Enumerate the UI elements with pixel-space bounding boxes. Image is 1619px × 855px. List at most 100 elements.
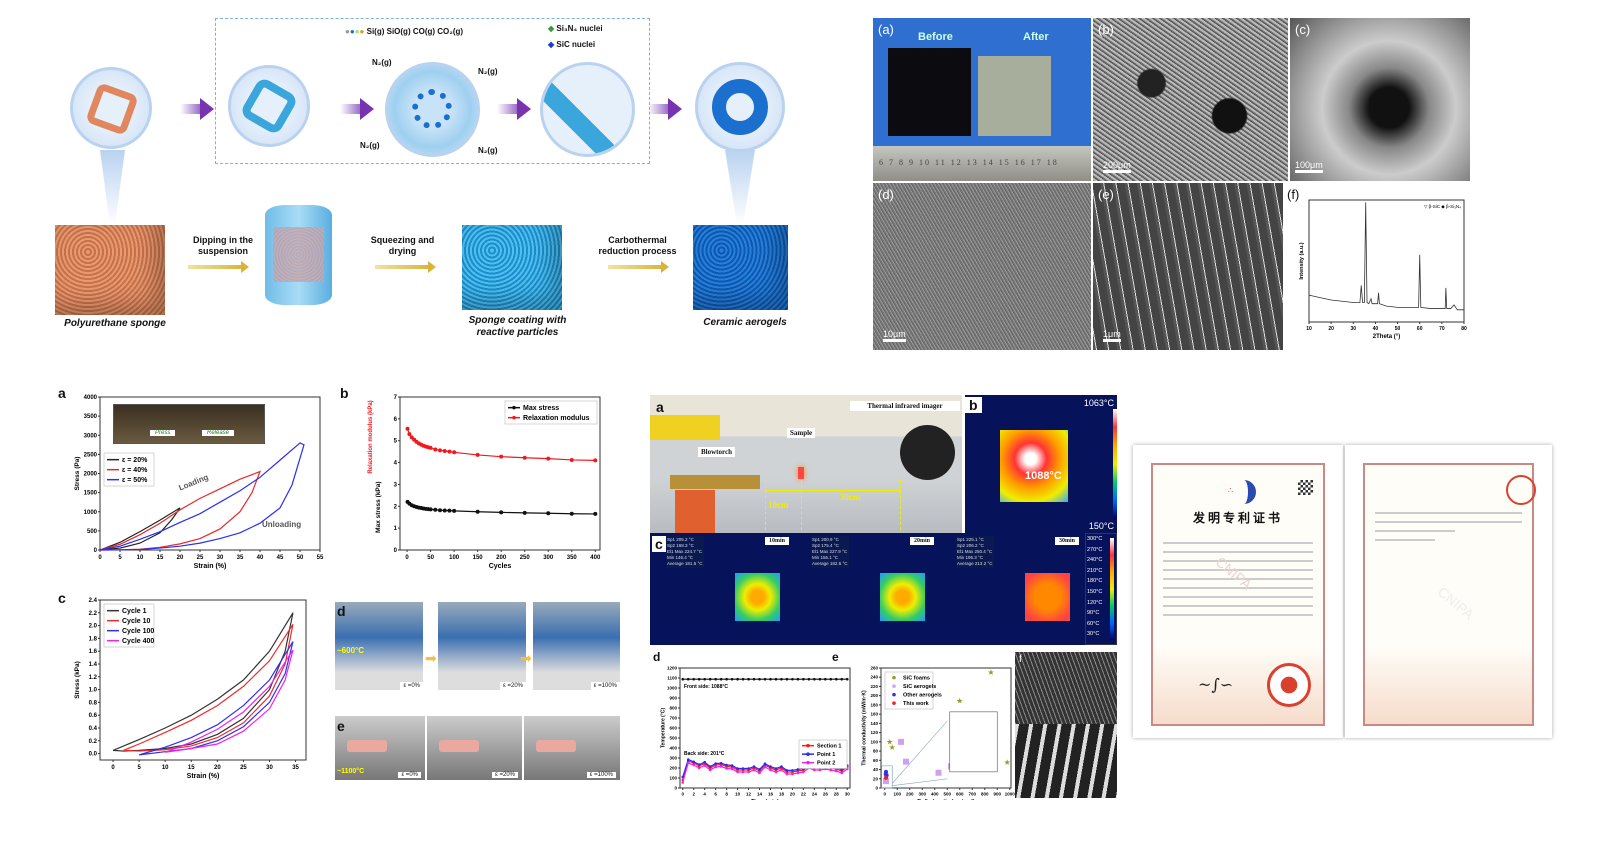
suspension-cylinder-image xyxy=(265,205,332,305)
sic-legend: ◆ SiC nuclei xyxy=(548,40,596,49)
data-point xyxy=(758,677,761,681)
data-point xyxy=(752,768,756,772)
legend-marker xyxy=(806,752,810,756)
x-tick-label: 500 xyxy=(943,792,951,797)
x-tick-label: 60 xyxy=(1417,326,1423,332)
data-point xyxy=(569,457,574,462)
legend-marker xyxy=(892,684,896,688)
y-tick-label: 2.4 xyxy=(89,598,98,604)
thermal-sequence-c: c 10min Sp1 205.2 °C Sp2 168.3 °C El1 Max … xyxy=(650,533,1117,645)
zoom-cone xyxy=(725,150,755,225)
data-point xyxy=(736,677,739,681)
thermal-camera xyxy=(900,425,955,480)
x-tick-label: 30 xyxy=(1351,326,1357,332)
legend: ▽ β-SiC ◆ β-Si₃N₄ xyxy=(1424,204,1461,209)
official-seal xyxy=(1267,663,1311,707)
x-tick-label: 30 xyxy=(217,555,224,561)
data-point xyxy=(829,768,833,772)
blowtorch-label: Blowtorch xyxy=(698,447,735,457)
data-point: ★ xyxy=(1004,758,1011,767)
reaction-circle xyxy=(385,62,480,157)
data-point xyxy=(719,677,723,681)
data-point xyxy=(903,758,909,765)
y-tick-label: 1 xyxy=(394,526,398,532)
y-tick-label: 220 xyxy=(870,684,878,689)
nuclei-growth-circle xyxy=(540,62,635,157)
thermal-frame-30min: 30min Sp1 225.1 °C Sp2 206.2 °C El1 Max 25… xyxy=(940,533,1085,645)
blowtorch xyxy=(670,475,760,489)
y-tick-label: 2500 xyxy=(84,452,98,458)
x-tick-label: 10 xyxy=(162,765,169,771)
series-line-ε = 40% xyxy=(99,470,262,551)
y-tick-label: 1000 xyxy=(84,510,98,516)
x-tick-label: 10 xyxy=(137,555,144,561)
step-arrow-3 xyxy=(608,261,669,273)
y-tick-label: 1500 xyxy=(84,491,98,497)
data-point xyxy=(708,677,712,681)
data-point xyxy=(818,677,822,681)
max-temp: 1063°C xyxy=(1083,398,1114,408)
y-tick-label: 600 xyxy=(669,726,677,731)
y-tick-label: 500 xyxy=(87,529,98,535)
step-arrow-1 xyxy=(188,261,249,273)
data-point xyxy=(840,771,844,775)
y-tick-label: 0.2 xyxy=(89,739,98,745)
y-tick-label: 200 xyxy=(669,766,677,771)
before-after-photo: (a) Before After 6 7 8 9 10 11 12 13 14 … xyxy=(873,18,1091,181)
data-point xyxy=(697,763,701,766)
x-tick-label: 100 xyxy=(893,792,901,797)
x-tick-label: 55 xyxy=(317,555,324,561)
qr-code xyxy=(1298,480,1313,495)
step-carbothermal-label: Carbothermal reduction process xyxy=(598,235,677,256)
legend-label: This work xyxy=(903,701,930,707)
data-point xyxy=(747,677,750,681)
data-point xyxy=(802,770,805,774)
data-point xyxy=(681,775,685,779)
data-point xyxy=(796,677,800,681)
data-point xyxy=(433,447,438,452)
x-tick-label: 5 xyxy=(137,765,141,771)
x-tick-label: 80 xyxy=(1461,326,1467,332)
x-tick-label: 8 xyxy=(725,792,728,797)
data-point xyxy=(898,738,904,745)
y-tick-label: 1200 xyxy=(667,666,678,671)
data-point xyxy=(475,452,480,457)
temperature-readout: Sp1 225.1 °C Sp2 206.2 °C El1 Max 250.4 °C… xyxy=(956,536,994,568)
legend-label: Cycle 10 xyxy=(122,618,151,625)
panel-label: c xyxy=(58,590,66,606)
data-point xyxy=(714,677,717,681)
x-tick-label: 22 xyxy=(801,792,807,797)
x-tick-label: 25 xyxy=(240,765,247,771)
sem-image-c: (c) 100μm xyxy=(1290,18,1470,181)
plot-frame xyxy=(1308,199,1465,323)
data-point xyxy=(752,677,756,681)
legend-marker xyxy=(806,743,810,748)
y-tick-label: 300 xyxy=(669,756,677,761)
min-temp: 150°C xyxy=(1088,521,1114,531)
cyclic-compression-chart: 0 5 10 15 20 25 30 35 0.0 0.2 0.4 0.6 0.8 1.0 1.2 1.4 1.… xyxy=(74,598,307,780)
data-point xyxy=(780,765,783,768)
y-tick-label: 60 xyxy=(873,758,879,763)
series-line-ε = 50% xyxy=(99,442,305,551)
data-point xyxy=(452,450,457,455)
certificate-page-2: CNIPA xyxy=(1345,445,1552,738)
legend-label: Cycle 400 xyxy=(122,638,154,645)
legend-label: Max stress xyxy=(523,405,559,412)
data-point xyxy=(730,764,734,767)
data-point xyxy=(785,677,789,681)
x-tick-label: 14 xyxy=(757,792,763,797)
time-label: 10min xyxy=(764,537,789,545)
x-tick-label: 20 xyxy=(1328,326,1334,332)
zoom-line xyxy=(892,720,948,784)
sem-image-e: (e) 1μm xyxy=(1093,183,1283,350)
y-tick-label: 1.6 xyxy=(89,649,98,655)
y-axis-label: Stress (kPa) xyxy=(74,661,81,699)
caption-polyurethane-sponge: Polyurethane sponge xyxy=(64,318,166,329)
x-tick-label: 300 xyxy=(543,555,554,561)
cycles-chart: 0 50 100 150 200 250 300 350 400 0 1 2 3 4 5 6 7 Cycles Ma… xyxy=(368,395,601,570)
sem-image-d: (d) 10μm xyxy=(873,183,1091,350)
y-tick-label: 3 xyxy=(394,482,398,488)
data-point xyxy=(774,767,778,770)
legend-label: ε = 50% xyxy=(122,477,148,484)
legend-marker xyxy=(512,415,516,420)
